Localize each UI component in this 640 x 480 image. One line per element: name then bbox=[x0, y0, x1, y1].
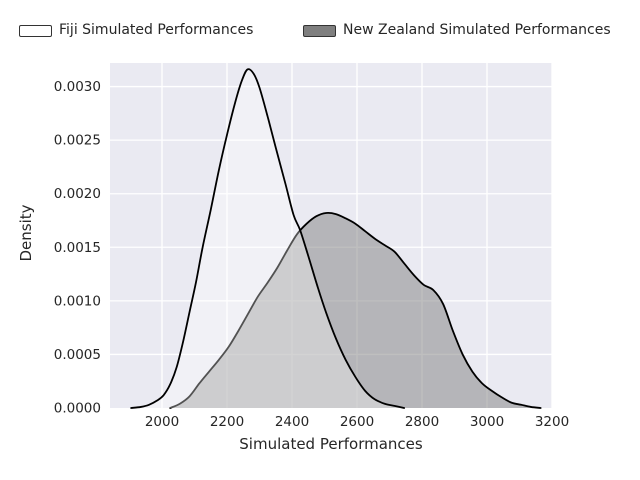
fiji-legend-swatch bbox=[19, 24, 52, 37]
y-tick-label: 0.0015 bbox=[54, 240, 101, 256]
fiji-density-fill bbox=[131, 69, 405, 409]
x-tick-label: 3000 bbox=[470, 414, 504, 430]
y-axis-label: Density bbox=[17, 204, 35, 262]
legend: Fiji Simulated Performances New Zealand … bbox=[0, 0, 640, 46]
x-tick-label: 2400 bbox=[275, 414, 309, 430]
new-zealand-density-curve bbox=[169, 211, 542, 409]
new-zealand-density-fill bbox=[170, 212, 541, 408]
y-tick-label: 0.0000 bbox=[54, 401, 101, 417]
legend-item-fiji: Fiji Simulated Performances bbox=[19, 22, 253, 39]
y-tick-label: 0.0030 bbox=[54, 79, 101, 95]
y-tick-label: 0.0020 bbox=[54, 186, 101, 202]
legend-item-new-zealand: New Zealand Simulated Performances bbox=[303, 22, 611, 39]
new-zealand-legend-swatch bbox=[303, 24, 336, 37]
y-tick-label: 0.0005 bbox=[54, 347, 101, 363]
x-tick-label: 2000 bbox=[145, 414, 179, 430]
fiji-density-curve bbox=[130, 68, 406, 409]
y-tick-label: 0.0025 bbox=[54, 133, 101, 149]
x-tick-label: 2600 bbox=[340, 414, 374, 430]
x-tick-label: 2200 bbox=[210, 414, 244, 430]
x-tick-label: 2800 bbox=[405, 414, 439, 430]
new-zealand-legend-label: New Zealand Simulated Performances bbox=[343, 22, 611, 38]
x-axis-label: Simulated Performances bbox=[239, 435, 423, 453]
x-tick-label: 3200 bbox=[535, 414, 569, 430]
y-tick-label: 0.0010 bbox=[54, 293, 101, 309]
fiji-legend-label: Fiji Simulated Performances bbox=[59, 22, 254, 38]
